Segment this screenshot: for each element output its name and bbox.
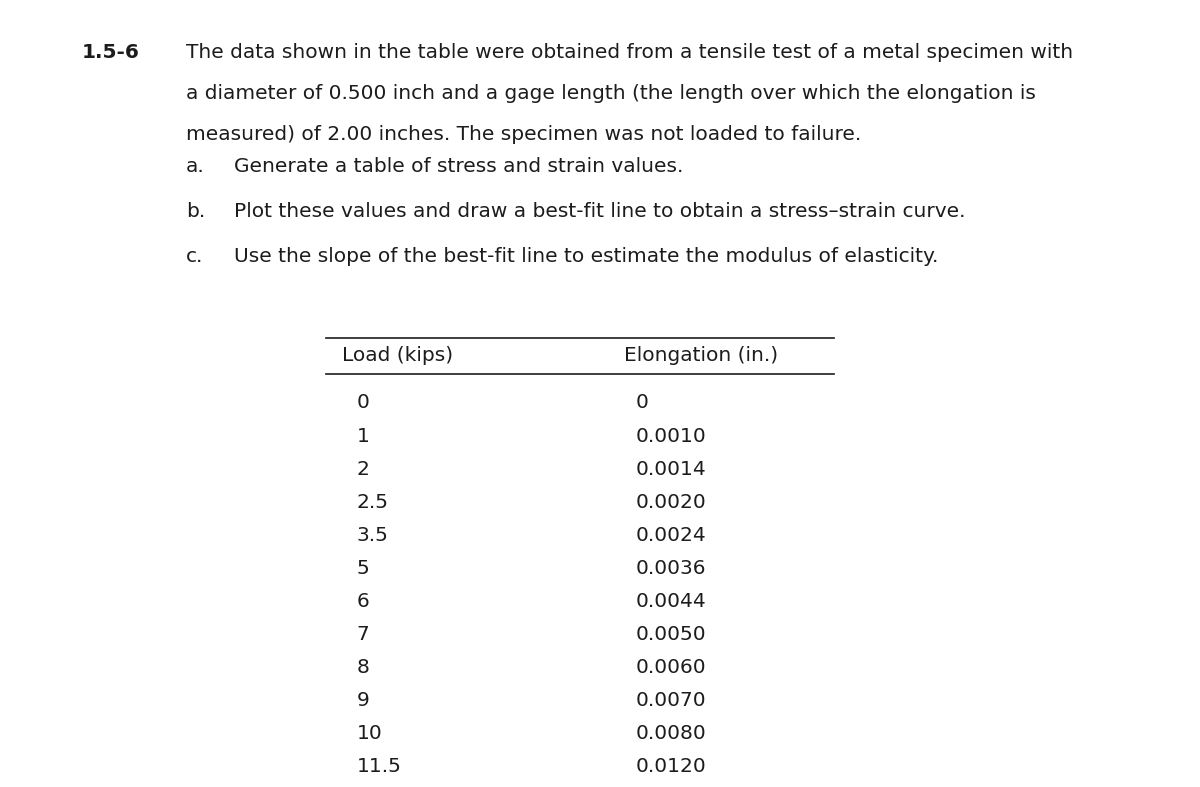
- Text: 0.0024: 0.0024: [636, 526, 707, 545]
- Text: The data shown in the table were obtained from a tensile test of a metal specime: The data shown in the table were obtaine…: [186, 43, 1073, 62]
- Text: 0.0020: 0.0020: [636, 493, 707, 512]
- Text: 2.5: 2.5: [356, 493, 389, 512]
- Text: 0.0080: 0.0080: [636, 724, 707, 743]
- Text: 0.0120: 0.0120: [636, 757, 707, 776]
- Text: measured) of 2.00 inches. The specimen was not loaded to failure.: measured) of 2.00 inches. The specimen w…: [186, 125, 862, 144]
- Text: Load (kips): Load (kips): [342, 346, 454, 365]
- Text: 0: 0: [636, 394, 649, 412]
- Text: Elongation (in.): Elongation (in.): [624, 346, 778, 365]
- Text: c.: c.: [186, 247, 203, 266]
- Text: 0.0044: 0.0044: [636, 592, 707, 611]
- Text: 10: 10: [356, 724, 382, 743]
- Text: Use the slope of the best-fit line to estimate the modulus of elasticity.: Use the slope of the best-fit line to es…: [234, 247, 938, 266]
- Text: a.: a.: [186, 157, 205, 176]
- Text: 1: 1: [356, 427, 370, 445]
- Text: 0.0014: 0.0014: [636, 460, 707, 478]
- Text: a diameter of 0.500 inch and a gage length (the length over which the elongation: a diameter of 0.500 inch and a gage leng…: [186, 84, 1036, 103]
- Text: 0: 0: [356, 394, 370, 412]
- Text: 7: 7: [356, 625, 370, 644]
- Text: b.: b.: [186, 202, 205, 221]
- Text: 5: 5: [356, 559, 370, 578]
- Text: 9: 9: [356, 691, 370, 710]
- Text: 0.0050: 0.0050: [636, 625, 707, 644]
- Text: 0.0010: 0.0010: [636, 427, 707, 445]
- Text: 6: 6: [356, 592, 370, 611]
- Text: 11.5: 11.5: [356, 757, 401, 776]
- Text: 0.0036: 0.0036: [636, 559, 707, 578]
- Text: Generate a table of stress and strain values.: Generate a table of stress and strain va…: [234, 157, 683, 176]
- Text: 8: 8: [356, 658, 370, 677]
- Text: 2: 2: [356, 460, 370, 478]
- Text: 0.0060: 0.0060: [636, 658, 707, 677]
- Text: 3.5: 3.5: [356, 526, 389, 545]
- Text: 1.5-6: 1.5-6: [82, 43, 139, 62]
- Text: Plot these values and draw a best-fit line to obtain a stress–strain curve.: Plot these values and draw a best-fit li…: [234, 202, 966, 221]
- Text: 0.0070: 0.0070: [636, 691, 707, 710]
